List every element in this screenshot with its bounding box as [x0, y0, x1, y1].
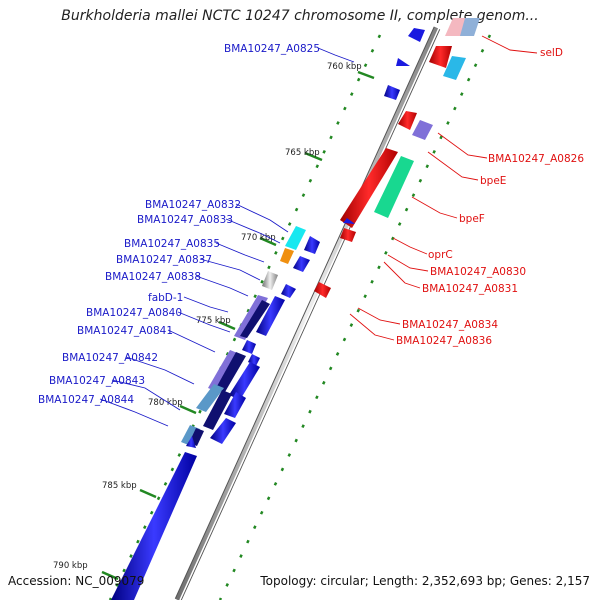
gene-label-bpee[interactable]: bpeE — [480, 175, 506, 187]
gene-label-a0833[interactable]: BMA10247_A0833 — [137, 214, 233, 226]
gene-label-a0842[interactable]: BMA10247_A0842 — [62, 352, 158, 364]
leader-lines-left — [99, 47, 355, 427]
map-title: Burkholderia mallei NCTC 10247 chromosom… — [61, 8, 539, 24]
forward-genes[interactable] — [314, 18, 480, 298]
gene-label-a0832[interactable]: BMA10247_A0832 — [145, 199, 241, 211]
gene-label-seld[interactable]: selD — [540, 47, 563, 59]
tick-label-765: 765 kbp — [285, 148, 320, 158]
gene-label-a0836[interactable]: BMA10247_A0836 — [396, 335, 492, 347]
reverse-genes[interactable] — [111, 28, 425, 600]
gene-label-bpef[interactable]: bpeF — [459, 213, 485, 225]
tick-label-770: 770 kbp — [241, 233, 276, 243]
gene-label-a0841[interactable]: BMA10247_A0841 — [77, 325, 173, 337]
tick-rings — [101, 34, 492, 600]
tick-label-790: 790 kbp — [53, 561, 88, 571]
gene-label-a0835[interactable]: BMA10247_A0835 — [124, 238, 220, 250]
tick-label-775: 775 kbp — [196, 316, 231, 326]
topology-summary: Topology: circular; Length: 2,352,693 bp… — [260, 574, 590, 588]
tick-label-785: 785 kbp — [102, 481, 137, 491]
gene-label-fabd1[interactable]: fabD-1 — [148, 292, 183, 304]
gene-label-oprc[interactable]: oprC — [428, 249, 453, 261]
tick-label-780: 780 kbp — [148, 398, 183, 408]
gene-label-a0825[interactable]: BMA10247_A0825 — [224, 43, 320, 55]
gene-label-a0844[interactable]: BMA10247_A0844 — [38, 394, 134, 406]
tick-label-760: 760 kbp — [327, 62, 362, 72]
gene-label-a0843[interactable]: BMA10247_A0843 — [49, 375, 145, 387]
gene-label-a0837[interactable]: BMA10247_A0837 — [116, 254, 212, 266]
accession-text: Accession: NC_009079 — [8, 574, 145, 588]
gene-label-a0840[interactable]: BMA10247_A0840 — [86, 307, 182, 319]
gene-label-a0830[interactable]: BMA10247_A0830 — [430, 266, 526, 278]
gene-label-a0838[interactable]: BMA10247_A0838 — [105, 271, 201, 283]
leader-lines-right — [349, 35, 538, 341]
backbone — [174, 26, 441, 600]
gene-label-a0831[interactable]: BMA10247_A0831 — [422, 283, 518, 295]
gene-label-a0834[interactable]: BMA10247_A0834 — [402, 319, 498, 331]
gene-label-a0826[interactable]: BMA10247_A0826 — [488, 153, 584, 165]
